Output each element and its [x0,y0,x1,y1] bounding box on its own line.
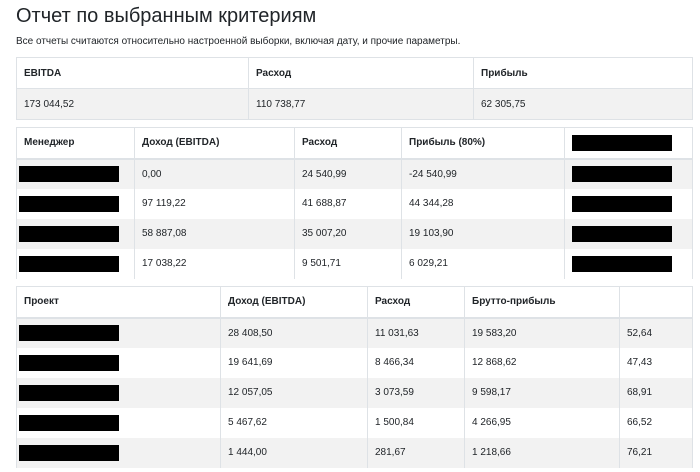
project-name-redacted [16,377,221,408]
manager-income: 17 038,22 [134,248,295,279]
project-pct: 47,43 [619,347,693,378]
projects-header-income: Доход (EBITDA) [220,286,368,318]
project-pct: 66,52 [619,407,693,438]
projects-header-project: Проект [16,286,221,318]
redacted-block [572,166,672,182]
summary-header-row: EBITDA Расход Прибыль [16,57,693,89]
project-expense: 1 500,84 [367,407,465,438]
project-income: 5 467,62 [220,407,368,438]
table-row: 97 119,22 41 688,87 44 344,28 [16,188,693,219]
redacted-block [19,325,119,341]
project-expense: 281,67 [367,437,465,468]
manager-income: 58 887,08 [134,218,295,249]
manager-name-redacted [16,248,135,279]
redacted-block [19,255,119,272]
manager-extra-redacted [564,248,693,279]
project-expense: 3 073,59 [367,377,465,408]
managers-table: Менеджер Доход (EBITDA) Расход Прибыль (… [16,127,693,279]
redacted-block [19,414,119,431]
manager-profit: 6 029,21 [401,248,565,279]
summary-table: EBITDA Расход Прибыль 173 044,52 110 738… [16,57,693,120]
redacted-block [572,195,672,212]
page-subtitle: Все отчеты считаются относительно настро… [16,36,461,47]
project-expense: 11 031,63 [367,317,465,348]
manager-expense: 9 501,71 [294,248,402,279]
manager-expense: 41 688,87 [294,188,402,219]
project-income: 12 057,05 [220,377,368,408]
project-expense: 8 466,34 [367,347,465,378]
redacted-block [19,384,119,401]
redacted-block [19,444,119,461]
summary-value-profit: 62 305,75 [473,88,693,120]
redacted-block [19,195,119,212]
managers-header-expense: Расход [294,127,402,159]
table-row: 28 408,50 11 031,63 19 583,20 52,64 [16,317,693,348]
table-row: 12 057,05 3 073,59 9 598,17 68,91 [16,377,693,408]
manager-expense: 24 540,99 [294,158,402,189]
manager-expense: 35 007,20 [294,218,402,249]
manager-income: 0,00 [134,158,295,189]
table-row: 17 038,22 9 501,71 6 029,21 [16,248,693,279]
manager-name-redacted [16,218,135,249]
table-row: 5 467,62 1 500,84 4 266,95 66,52 [16,407,693,438]
project-pct: 76,21 [619,437,693,468]
project-gross: 19 583,20 [464,317,620,348]
project-pct: 52,64 [619,317,693,348]
table-row: 0,00 24 540,99 -24 540,99 [16,158,693,189]
manager-name-redacted [16,188,135,219]
manager-extra-redacted [564,158,693,189]
summary-value-expense: 110 738,77 [248,88,474,120]
table-row: 19 641,69 8 466,34 12 868,62 47,43 [16,347,693,378]
project-name-redacted [16,437,221,468]
manager-name-redacted [16,158,135,189]
redacted-block [19,225,119,242]
projects-header-expense: Расход [367,286,465,318]
managers-header-profit: Прибыль (80%) [401,127,565,159]
summary-value-row: 173 044,52 110 738,77 62 305,75 [16,88,693,120]
project-gross: 4 266,95 [464,407,620,438]
manager-extra-redacted [564,218,693,249]
redacted-block [19,166,119,182]
managers-header-income: Доход (EBITDA) [134,127,295,159]
project-gross: 1 218,66 [464,437,620,468]
managers-header-row: Менеджер Доход (EBITDA) Расход Прибыль (… [16,127,693,159]
manager-income: 97 119,22 [134,188,295,219]
project-income: 1 444,00 [220,437,368,468]
project-income: 19 641,69 [220,347,368,378]
project-pct: 68,91 [619,377,693,408]
projects-header-pct [619,286,693,318]
table-row: 58 887,08 35 007,20 19 103,90 [16,218,693,249]
projects-header-gross: Брутто-прибыль [464,286,620,318]
page-title: Отчет по выбранным критериям [16,5,317,27]
project-name-redacted [16,317,221,348]
project-income: 28 408,50 [220,317,368,348]
summary-value-ebitda: 173 044,52 [16,88,249,120]
project-gross: 9 598,17 [464,377,620,408]
managers-header-redacted [564,127,693,159]
managers-header-manager: Менеджер [16,127,135,159]
manager-profit: 44 344,28 [401,188,565,219]
redacted-block [19,354,119,371]
projects-table: Проект Доход (EBITDA) Расход Брутто-приб… [16,286,693,468]
manager-profit: 19 103,90 [401,218,565,249]
projects-header-row: Проект Доход (EBITDA) Расход Брутто-приб… [16,286,693,318]
redacted-block [572,134,672,151]
summary-header-profit: Прибыль [473,57,693,89]
manager-profit: -24 540,99 [401,158,565,189]
project-gross: 12 868,62 [464,347,620,378]
redacted-block [572,225,672,242]
project-name-redacted [16,407,221,438]
project-name-redacted [16,347,221,378]
summary-header-expense: Расход [248,57,474,89]
table-row: 1 444,00 281,67 1 218,66 76,21 [16,437,693,468]
manager-extra-redacted [564,188,693,219]
redacted-block [572,255,672,272]
summary-header-ebitda: EBITDA [16,57,249,89]
